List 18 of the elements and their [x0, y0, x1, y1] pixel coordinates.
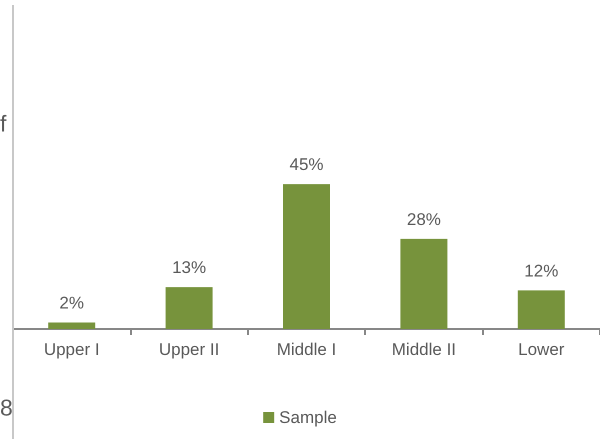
bar	[48, 322, 96, 329]
bar	[518, 290, 565, 329]
x-tick-label: Middle II	[392, 340, 456, 359]
x-tick-label: Lower	[518, 340, 565, 359]
bar	[166, 287, 213, 329]
bar	[400, 238, 448, 329]
data-label: 13%	[172, 258, 206, 278]
text: f	[0, 110, 7, 136]
data-label: 45%	[289, 155, 324, 174]
data-label: 2%	[59, 294, 84, 313]
text: 8	[0, 394, 13, 420]
data-label: 28%	[406, 210, 441, 229]
data-label: 12%	[524, 261, 558, 280]
bar	[283, 184, 330, 329]
legend-label: Sample	[279, 408, 337, 427]
x-tick-label: Middle I	[276, 340, 336, 359]
x-tick-label: Upper II	[158, 340, 220, 359]
x-tick-label: Upper I	[44, 340, 100, 359]
